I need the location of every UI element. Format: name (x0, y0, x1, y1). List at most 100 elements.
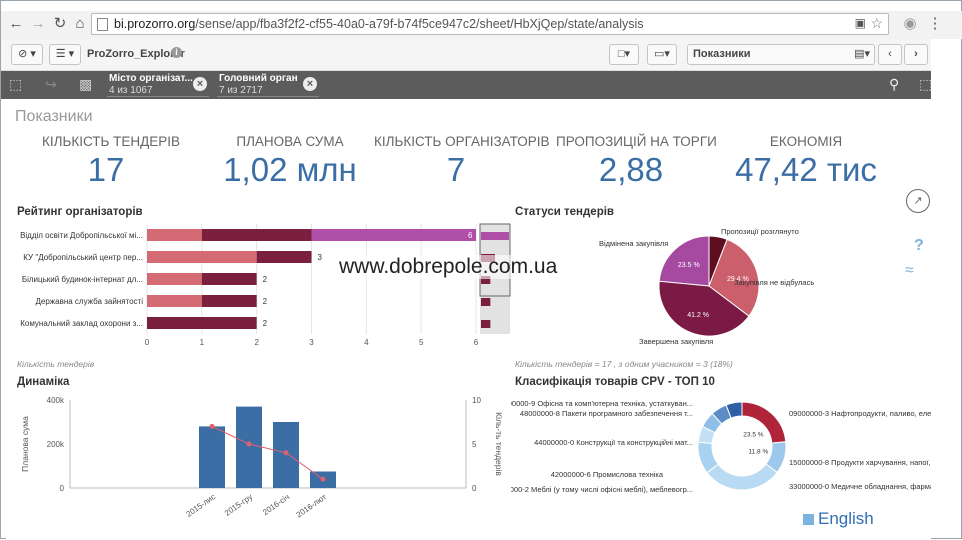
category-label: Комунальний заклад охорони з... (20, 319, 143, 328)
selections-tool-icon[interactable]: ⬚ (9, 76, 23, 92)
donut-slice (725, 401, 743, 419)
address-bar[interactable]: bi.prozorro.org/sense/app/fba3f2f2-cf55-… (91, 13, 889, 35)
y2-tick-label: 10 (472, 396, 481, 405)
bar-segment (147, 229, 202, 241)
pie-slice (658, 235, 710, 287)
info-icon[interactable]: i (171, 47, 182, 58)
sheet-title: Показники (15, 108, 93, 125)
fullscreen-icon[interactable]: ⬚ (919, 76, 933, 92)
story-button[interactable]: □▾ (609, 44, 639, 65)
bar-value-label: 3 (318, 253, 323, 262)
translate-icon[interactable]: ▣ (854, 16, 866, 30)
reload-icon[interactable]: ↻ (53, 15, 67, 32)
x-tick-label: 2 (254, 338, 259, 347)
pie-slice (708, 238, 760, 317)
trend-line (211, 425, 324, 480)
ranking-bar-chart[interactable]: 0 1 2 3 4 5 6 Відділ освіти Добропільської мі..… (6, 220, 516, 355)
slice-label: 15000000-8 Продукти харчування, напої, т… (789, 458, 931, 467)
previous-sheet-button[interactable]: ‹ (878, 44, 902, 65)
bar-segment (201, 273, 257, 285)
y2-tick-label: 0 (472, 484, 477, 493)
kpi-savings[interactable]: ЕКОНОМІЯ 47,42 тис (726, 134, 886, 189)
kpi-value: 1,02 млн (223, 151, 357, 188)
category-label: Білицький будинок-інтернат дл... (22, 275, 143, 284)
home-icon[interactable]: ⌂ (75, 15, 85, 32)
bar (236, 406, 262, 488)
clear-all-icon[interactable]: ▩ (79, 76, 93, 92)
line-point (320, 476, 326, 482)
y-tick-label: 0 (60, 484, 65, 493)
bar-value-label: 2 (263, 297, 268, 306)
clear-selection-icon[interactable]: × (193, 77, 207, 91)
line-point (246, 441, 252, 447)
kpi-label: ЕКОНОМІЯ (769, 134, 843, 149)
cpv-chart-title: Класифікація товарів CPV - ТОП 10 (515, 376, 715, 388)
bar-value-label: 6 (468, 231, 473, 240)
kpi-tenders[interactable]: КІЛЬКІСТЬ ТЕНДЕРІВ 17 (42, 134, 181, 189)
category-label: Державна служба зайнятості (35, 297, 143, 306)
line-point (283, 450, 289, 456)
next-sheet-button[interactable]: › (904, 44, 928, 65)
slice-percent-label: 11.8 % (748, 449, 768, 456)
kpi-value: 17 (87, 151, 125, 188)
slice-label: 48000000-8 Пакети програмного забезпечен… (520, 409, 693, 418)
help-icon[interactable]: ? (914, 237, 924, 254)
back-icon[interactable]: ← (8, 15, 24, 32)
x-tick-label: 2015-лис (184, 492, 217, 519)
forward-icon[interactable]: → (30, 15, 46, 32)
star-icon[interactable]: ☆ (870, 15, 883, 31)
app-toolbar: ⊘ ▾ ☰ ▾ ProZorro_Explorer i □▾ ▭▾ Показн… (1, 39, 931, 71)
y2-tick-label: 5 (472, 440, 477, 449)
language-link[interactable]: English (803, 509, 874, 529)
bookmark-button[interactable]: ▭▾ (647, 44, 677, 65)
bar-segment (256, 251, 312, 263)
app-menu-button[interactable]: ☰ ▾ (49, 44, 81, 65)
x-tick-label: 4 (364, 338, 369, 347)
selection-chip-city[interactable]: Місто організат... 4 из 1067 × (107, 72, 209, 97)
kpi-bids[interactable]: ПРОПОЗИЦІЙ НА ТОРГИ 2,88 (556, 134, 717, 189)
y-axis-title: Планова сума (20, 416, 30, 472)
kpi-value: 47,42 тис (735, 151, 877, 188)
extension-icon[interactable]: ◉ (903, 15, 917, 32)
slice-percent-label: 41.2 % (687, 312, 709, 319)
navigation-menu-button[interactable]: ⊘ ▾ (11, 44, 43, 65)
flag-icon (803, 514, 814, 525)
x-tick-label: 2015-гру (223, 492, 254, 518)
layers-icon[interactable]: ≈ (905, 262, 914, 279)
ranking-chart-title: Рейтинг організаторів (17, 206, 143, 218)
bar-segment (147, 295, 202, 307)
search-icon[interactable]: ⚲ (889, 76, 900, 92)
step-forward-icon[interactable]: ↪ (45, 76, 57, 92)
dynamics-chart-title: Динаміка (17, 376, 70, 388)
url-text: bi.prozorro.org/sense/app/fba3f2f2-cf55-… (114, 17, 644, 31)
selection-chip-count: 4 из 1067 (109, 85, 153, 96)
selections-bar: ⬚ ↪ ▩ Місто організат... 4 из 1067 × Гол… (1, 71, 933, 99)
cpv-donut-chart[interactable]: 23.5 % 11.8 % 09000000-3 Нафтопродукти, па… (511, 390, 931, 500)
kpi-organizers[interactable]: КІЛЬКІСТЬ ОРГАНІЗАТОРІВ 7 (374, 134, 550, 189)
x-tick-label: 6 (474, 338, 479, 347)
slice-percent-label: 29.4 % (727, 276, 749, 283)
ranking-footnote: Кількість тендерів (17, 359, 95, 369)
selection-chip-main-org[interactable]: Головний орган 7 из 2717 × (217, 72, 319, 97)
slice-percent-label: 23.5 % (743, 431, 763, 438)
menu-icon[interactable]: ⋮ (927, 15, 943, 32)
slice-label: Пропозиції розглянуто (721, 227, 799, 236)
kpi-label: КІЛЬКІСТЬ ТЕНДЕРІВ (42, 134, 181, 149)
browser-chrome: ← → ↻ ⌂ bi.prozorro.org/sense/app/fba3f2… (1, 11, 962, 39)
donut-slice (706, 463, 778, 491)
dynamics-combo-chart[interactable]: 400k 200k 0 10 5 0 Планова сума Кіль-ть тендері… (6, 390, 511, 520)
x-tick-label: 2016-січ (261, 492, 291, 517)
slice-label: 42000000-6 Промислова техніка (551, 470, 664, 479)
clear-selection-icon[interactable]: × (303, 77, 317, 91)
page-icon (97, 18, 108, 31)
kpi-label: ПРОПОЗИЦІЙ НА ТОРГИ (556, 134, 717, 149)
selection-chip-title: Місто організат... (109, 73, 193, 84)
y-tick-label: 400k (47, 396, 65, 405)
kpi-planned-sum[interactable]: ПЛАНОВА СУМА 1,02 млн (216, 134, 364, 189)
minimap-bar (481, 232, 509, 240)
status-pie-chart[interactable]: 23.5 % Відмінена закупівля Пропозиції розг… (566, 220, 876, 355)
sheet-selector[interactable]: Показники ▤▾ (687, 44, 875, 65)
kpi-value: 7 (446, 151, 466, 188)
expand-icon[interactable]: ↗ (906, 189, 930, 213)
